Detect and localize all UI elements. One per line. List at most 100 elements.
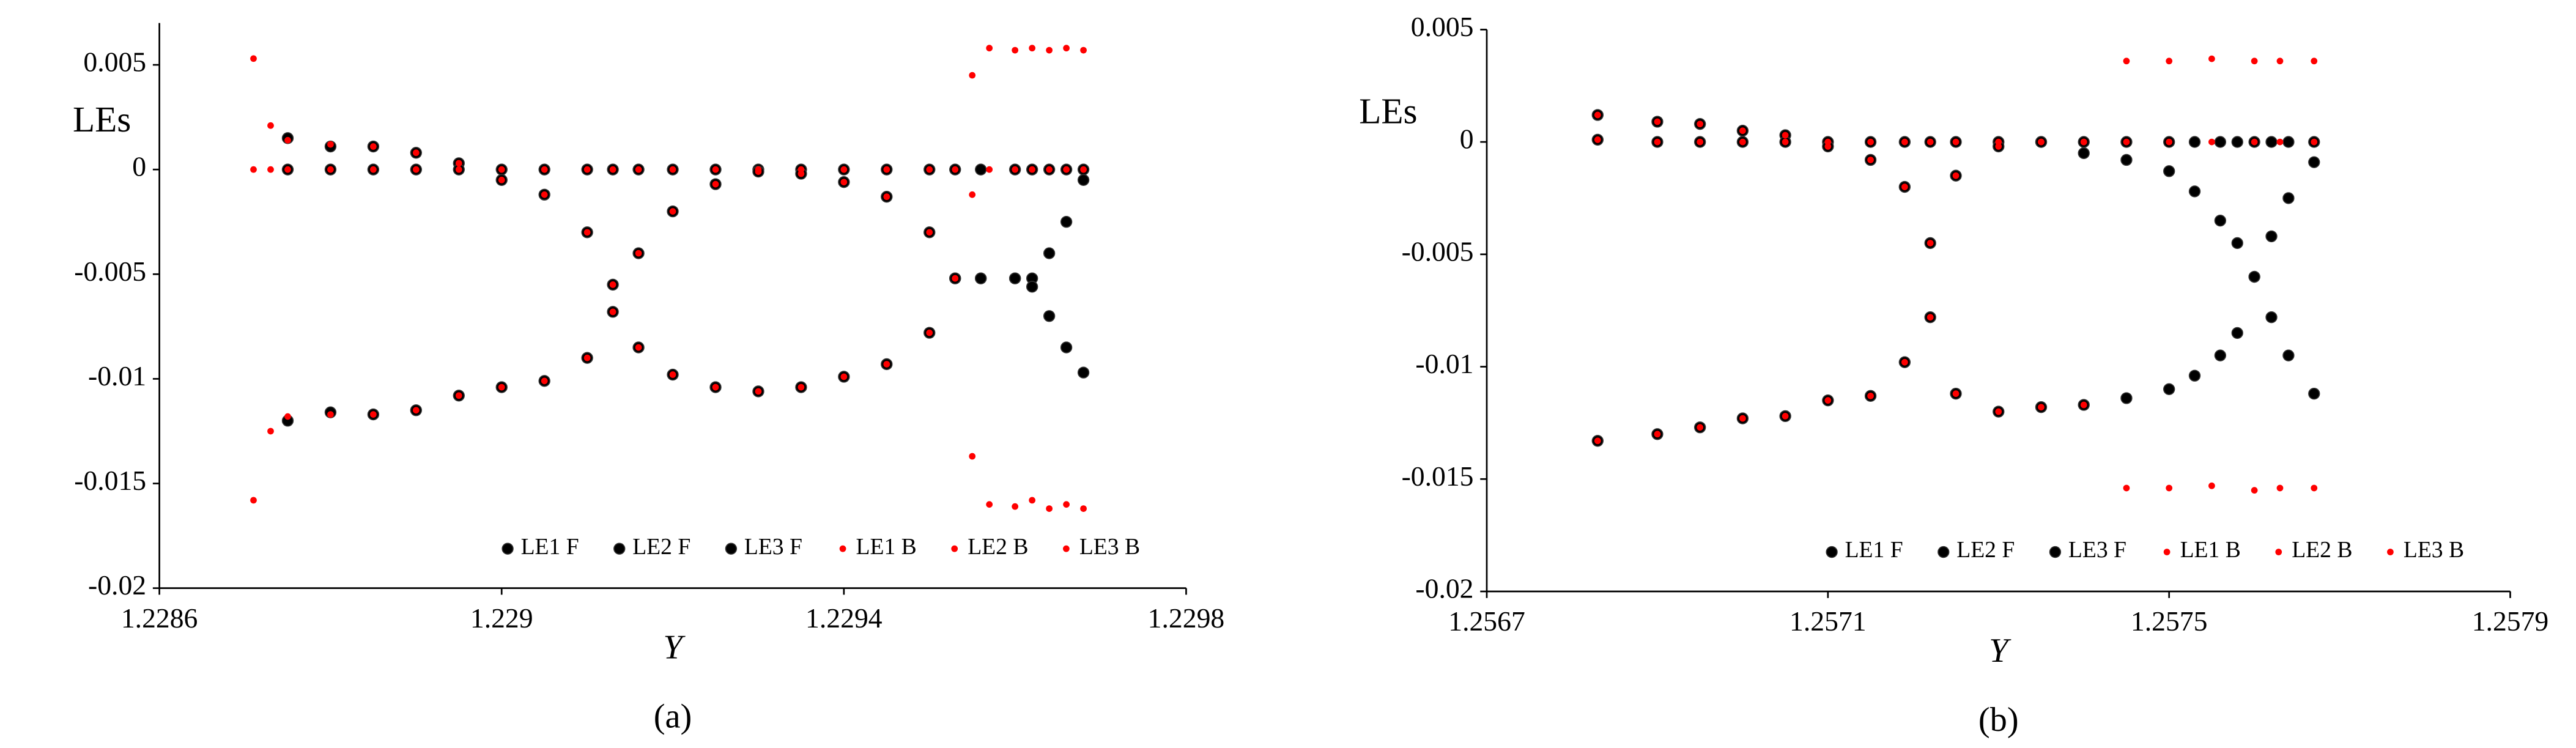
data-point bbox=[267, 166, 274, 173]
data-point bbox=[2163, 383, 2175, 395]
legend-label: LE2 F bbox=[632, 534, 690, 560]
data-point bbox=[583, 166, 591, 173]
data-point bbox=[609, 308, 616, 316]
data-point bbox=[1901, 138, 1908, 146]
data-point bbox=[1046, 46, 1053, 54]
data-point bbox=[1043, 247, 1056, 259]
data-point bbox=[2231, 237, 2243, 250]
data-point bbox=[969, 72, 976, 79]
y-tick-label: 0 bbox=[132, 151, 146, 182]
data-point bbox=[2163, 165, 2175, 177]
y-tick-label: -0.005 bbox=[1402, 235, 1474, 267]
data-point bbox=[1594, 136, 1601, 143]
data-point bbox=[952, 166, 959, 173]
data-point bbox=[2214, 136, 2227, 148]
data-point bbox=[1060, 341, 1073, 354]
data-point bbox=[2231, 327, 2243, 339]
data-point bbox=[2038, 138, 2045, 146]
x-tick-label: 1.2294 bbox=[805, 602, 883, 634]
data-point bbox=[412, 149, 420, 157]
data-point bbox=[2308, 387, 2320, 400]
data-point bbox=[2080, 138, 2087, 146]
data-point bbox=[669, 166, 676, 173]
data-point bbox=[327, 166, 334, 173]
data-point bbox=[412, 407, 420, 414]
y-tick-label: -0.015 bbox=[1402, 461, 1474, 492]
data-point bbox=[712, 180, 719, 188]
data-point bbox=[1926, 138, 1934, 146]
data-point bbox=[2038, 404, 2045, 411]
data-point bbox=[1063, 501, 1070, 508]
data-point bbox=[1029, 166, 1036, 173]
data-point bbox=[455, 392, 462, 399]
data-point bbox=[2188, 369, 2201, 382]
data-point bbox=[1654, 118, 1661, 125]
x-tick-label: 1.2575 bbox=[2131, 605, 2208, 637]
data-point bbox=[2166, 484, 2173, 492]
legend-label: LE3 B bbox=[2404, 537, 2464, 563]
legend-marker bbox=[839, 545, 846, 552]
data-point bbox=[1654, 431, 1661, 438]
data-point bbox=[455, 166, 462, 173]
data-point bbox=[669, 371, 676, 378]
legend-label: LE1 F bbox=[1845, 537, 1903, 563]
data-point bbox=[840, 166, 848, 173]
data-point bbox=[2123, 484, 2130, 492]
data-point bbox=[267, 428, 274, 435]
data-point bbox=[712, 166, 719, 173]
data-point bbox=[926, 229, 933, 236]
data-point bbox=[798, 170, 805, 177]
data-point bbox=[2265, 230, 2278, 243]
x-tick-label: 1.2579 bbox=[2472, 605, 2549, 637]
legend-marker bbox=[1062, 545, 1070, 552]
data-point bbox=[583, 354, 591, 361]
data-point bbox=[370, 166, 377, 173]
legend-label: LE1 B bbox=[856, 534, 917, 560]
data-point bbox=[2311, 57, 2318, 65]
data-point bbox=[952, 275, 959, 282]
legend-label: LE3 B bbox=[1079, 534, 1140, 560]
data-point bbox=[1063, 45, 1070, 52]
data-point bbox=[284, 166, 291, 173]
data-point bbox=[2208, 482, 2215, 489]
data-point bbox=[1952, 172, 1960, 179]
data-point bbox=[883, 166, 890, 173]
data-point bbox=[1012, 166, 1019, 173]
data-point bbox=[883, 193, 890, 201]
data-point bbox=[635, 250, 642, 257]
data-point bbox=[370, 411, 377, 418]
y-tick-label: -0.005 bbox=[74, 256, 146, 287]
data-point bbox=[1077, 366, 1090, 379]
x-tick-label: 1.2298 bbox=[1148, 602, 1225, 634]
data-point bbox=[1782, 138, 1789, 146]
legend-label: LE1 F bbox=[521, 534, 579, 560]
legend-label: LE1 B bbox=[2180, 537, 2241, 563]
data-point bbox=[1697, 120, 1704, 128]
y-axis-label: LEs bbox=[73, 99, 131, 139]
data-point bbox=[2251, 138, 2258, 146]
data-point bbox=[969, 191, 976, 198]
legend-label: LE2 B bbox=[2292, 537, 2352, 563]
data-point bbox=[250, 55, 257, 62]
data-point bbox=[1012, 46, 1019, 54]
data-point bbox=[1063, 166, 1070, 173]
legend-label: LE2 F bbox=[1956, 537, 2015, 563]
data-point bbox=[2276, 57, 2284, 65]
data-point bbox=[250, 166, 257, 173]
y-axis-label: LEs bbox=[1359, 91, 1417, 131]
legend-marker bbox=[951, 545, 958, 552]
data-point bbox=[2251, 487, 2258, 494]
legend-marker bbox=[2163, 549, 2171, 555]
data-point bbox=[1901, 358, 1908, 366]
data-point bbox=[1697, 138, 1704, 146]
data-point bbox=[498, 383, 505, 391]
data-point bbox=[1739, 138, 1746, 146]
legend-marker bbox=[502, 542, 514, 555]
data-point bbox=[2311, 484, 2318, 492]
legend-marker bbox=[2275, 549, 2282, 555]
data-point bbox=[1782, 413, 1789, 420]
data-point bbox=[2265, 311, 2278, 324]
data-point bbox=[1782, 131, 1789, 139]
data-point bbox=[2282, 192, 2295, 204]
